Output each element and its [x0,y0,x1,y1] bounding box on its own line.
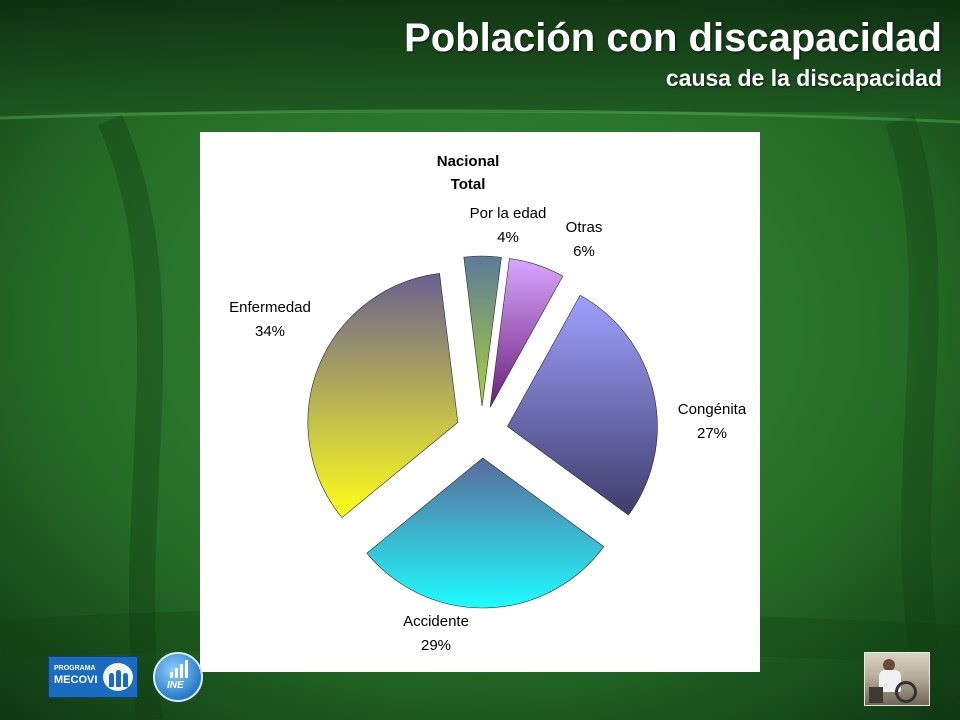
people-icon [103,663,133,691]
slice-label: Congénita [678,401,747,418]
slice-percent-label: 29% [421,637,451,654]
pie-slice-accidente [366,457,605,609]
chart-title: Nacional [437,153,500,170]
pie-slice-otras [489,258,564,408]
pie-slices [307,255,658,609]
slice-percent-label: 27% [697,425,727,442]
pie-chart: Nacional Total Por la edad 4% Otras 6% Congé… [229,153,747,654]
wheelchair-photo [864,652,930,706]
slice-label: Enfermedad [229,299,311,316]
mecovi-logo: PROGRAMA MECOVI [48,656,138,698]
mecovi-logo-line1: PROGRAMA [54,665,96,672]
slice-percent-label: 34% [255,323,285,340]
slide-title-block: Población con discapacidad causa de la d… [404,14,942,94]
ine-logo-text: INE [167,680,184,691]
slice-label: Por la edad [470,205,547,222]
slice-percent-label: 4% [497,229,519,246]
chart-subtitle: Total [451,176,486,193]
slice-percent-label: 6% [573,243,595,260]
pie-slice-por-la-edad [463,255,502,407]
slice-label: Otras [566,219,603,236]
chart-panel: Nacional Total Por la edad 4% Otras 6% Congé… [200,132,760,672]
pie-slice-enfermedad [307,273,459,518]
slice-label: Accidente [403,613,469,630]
pie-slice-cong-nita [507,294,658,516]
slide-title: Población con discapacidad [404,16,942,60]
slide-subtitle: causa de la discapacidad [665,65,942,91]
mecovi-logo-line2: MECOVI [54,674,98,686]
ine-logo: INE [153,652,203,702]
pie-labels: Por la edad 4% Otras 6% Congénita 27% Accident… [229,205,747,654]
